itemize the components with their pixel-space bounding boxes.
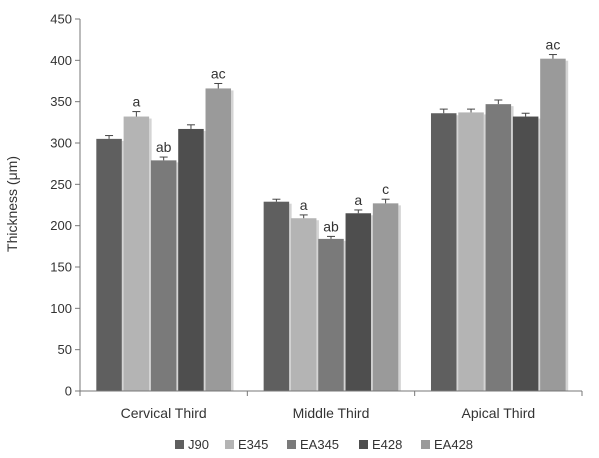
y-tick-label: 0 [65, 384, 72, 399]
legend-item-e428: E428 [359, 437, 402, 452]
bar-ea345-1 [318, 238, 344, 391]
bar-shadow [343, 240, 347, 391]
bar-e428-1 [345, 213, 372, 391]
bar-shadow [316, 220, 319, 391]
significance-label: ab [323, 218, 339, 234]
legend-swatch [287, 440, 296, 449]
significance-label: a [354, 192, 362, 208]
y-tick-label: 400 [50, 53, 72, 68]
bar-shadow [149, 118, 152, 392]
bar-shadow [289, 203, 292, 391]
x-axis: Cervical Third Middle Third Apical Third [79, 390, 583, 421]
legend-label: E428 [372, 437, 402, 452]
legend-item-e345: E345 [225, 437, 268, 452]
bar-shadow [176, 162, 179, 391]
legend-label: EA345 [300, 437, 339, 452]
bar-shadow [511, 106, 514, 391]
y-tick-label: 100 [50, 301, 72, 316]
bar-shadow [565, 60, 569, 392]
legend-swatch [175, 440, 184, 449]
y-axis: 0 50 100 150 200 250 300 350 400 450 [50, 12, 81, 399]
y-tick-label: 250 [50, 177, 72, 192]
significance-label: a [132, 94, 140, 110]
significance-label: ac [546, 37, 561, 53]
x-category-label: Cervical Third [121, 405, 207, 421]
bar-j90-0 [96, 138, 122, 391]
bar-ea428-1 [372, 203, 399, 391]
bar-shadow [121, 140, 125, 391]
bar-shadow [203, 130, 207, 392]
bar-shadow [456, 115, 459, 392]
significance-label: c [382, 181, 389, 197]
bar-ea345-0 [150, 160, 177, 391]
y-axis-label: Thickness (μm) [4, 156, 20, 252]
bar-ea428-2 [540, 58, 566, 392]
legend-item-ea428: EA428 [421, 437, 473, 452]
bar-ea428-0 [205, 88, 232, 391]
bar-shadow [483, 114, 487, 391]
bar-shadow [538, 118, 541, 392]
significance-label: ab [156, 139, 172, 155]
legend: J90 E345 EA345 E428 EA428 [175, 437, 473, 452]
x-category-label: Apical Third [461, 405, 535, 421]
legend-swatch [359, 440, 368, 449]
bar-shadow [398, 205, 401, 391]
bar-j90-1 [263, 201, 290, 391]
bar-shadow [371, 215, 374, 391]
legend-item-j90: J90 [175, 437, 209, 452]
bar-e428-0 [178, 128, 204, 392]
legend-label: E345 [238, 437, 268, 452]
bar-e345-2 [458, 112, 484, 391]
y-tick-label: 50 [58, 342, 72, 357]
legend-swatch [421, 440, 430, 449]
y-tick-label: 350 [50, 94, 72, 109]
x-category-label: Middle Third [293, 405, 370, 421]
significance-label: ac [211, 65, 226, 81]
y-tick-label: 450 [50, 12, 72, 27]
legend-item-ea345: EA345 [287, 437, 339, 452]
legend-label: EA428 [434, 437, 473, 452]
y-tick-label: 150 [50, 260, 72, 275]
legend-label: J90 [188, 437, 209, 452]
y-tick-label: 200 [50, 218, 72, 233]
bar-e428-2 [512, 116, 539, 392]
legend-swatch [225, 440, 234, 449]
bar-e345-1 [290, 218, 317, 391]
significance-label: a [300, 197, 308, 213]
bar-shadow [231, 90, 234, 391]
bar-ea345-2 [485, 104, 512, 391]
bar-j90-2 [430, 113, 457, 392]
y-tick-label: 300 [50, 136, 72, 151]
bar-e345-0 [123, 116, 150, 392]
